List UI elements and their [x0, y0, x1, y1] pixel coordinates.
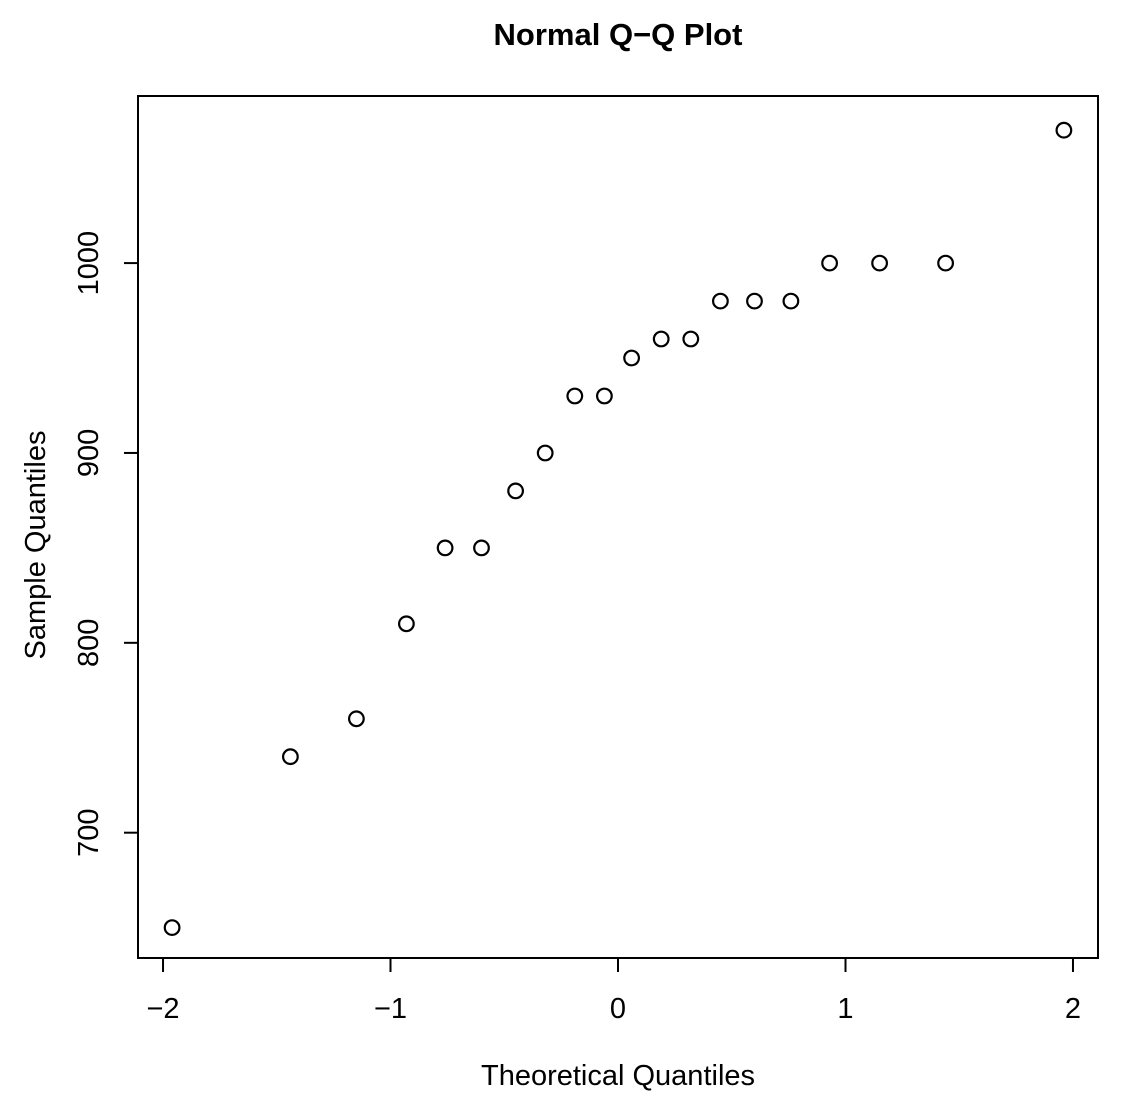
- x-tick-label: −2: [146, 993, 179, 1025]
- data-point: [596, 387, 613, 405]
- data-point: [682, 330, 700, 348]
- data-point: [398, 615, 415, 633]
- data-point: [652, 330, 670, 348]
- x-axis: −2 −1 0 1 2: [146, 958, 1081, 1025]
- data-point: [871, 254, 888, 272]
- data-point: [821, 254, 838, 272]
- y-tick-label: 800: [73, 619, 105, 667]
- data-point: [282, 748, 299, 766]
- data-point: [1055, 121, 1073, 139]
- data-point: [348, 710, 365, 728]
- data-point: [623, 349, 640, 367]
- plot-box: [137, 95, 1099, 959]
- data-point: [507, 482, 524, 500]
- data-point: [712, 292, 729, 310]
- data-point: [473, 539, 490, 557]
- chart-title: Normal Q−Q Plot: [494, 17, 743, 52]
- data-point: [436, 539, 454, 557]
- data-point: [536, 444, 554, 462]
- plot-border: [137, 95, 1099, 959]
- data-point: [746, 292, 763, 310]
- x-tick-label: 2: [1065, 993, 1081, 1025]
- data-point: [937, 254, 954, 272]
- y-tick-label: 700: [73, 808, 105, 856]
- data-point: [782, 292, 800, 310]
- x-tick-label: −1: [374, 993, 407, 1025]
- y-axis: 700 800 900 1000: [73, 231, 138, 857]
- data-points: [163, 121, 1073, 936]
- y-axis-title: Sample Quantiles: [20, 431, 52, 660]
- x-tick-label: 0: [610, 993, 626, 1025]
- x-tick-label: 1: [837, 993, 853, 1025]
- data-point: [566, 387, 584, 405]
- y-tick-label: 1000: [73, 231, 105, 296]
- data-point: [163, 919, 181, 936]
- y-tick-label: 900: [73, 429, 105, 477]
- x-axis-title: Theoretical Quantiles: [481, 1060, 755, 1092]
